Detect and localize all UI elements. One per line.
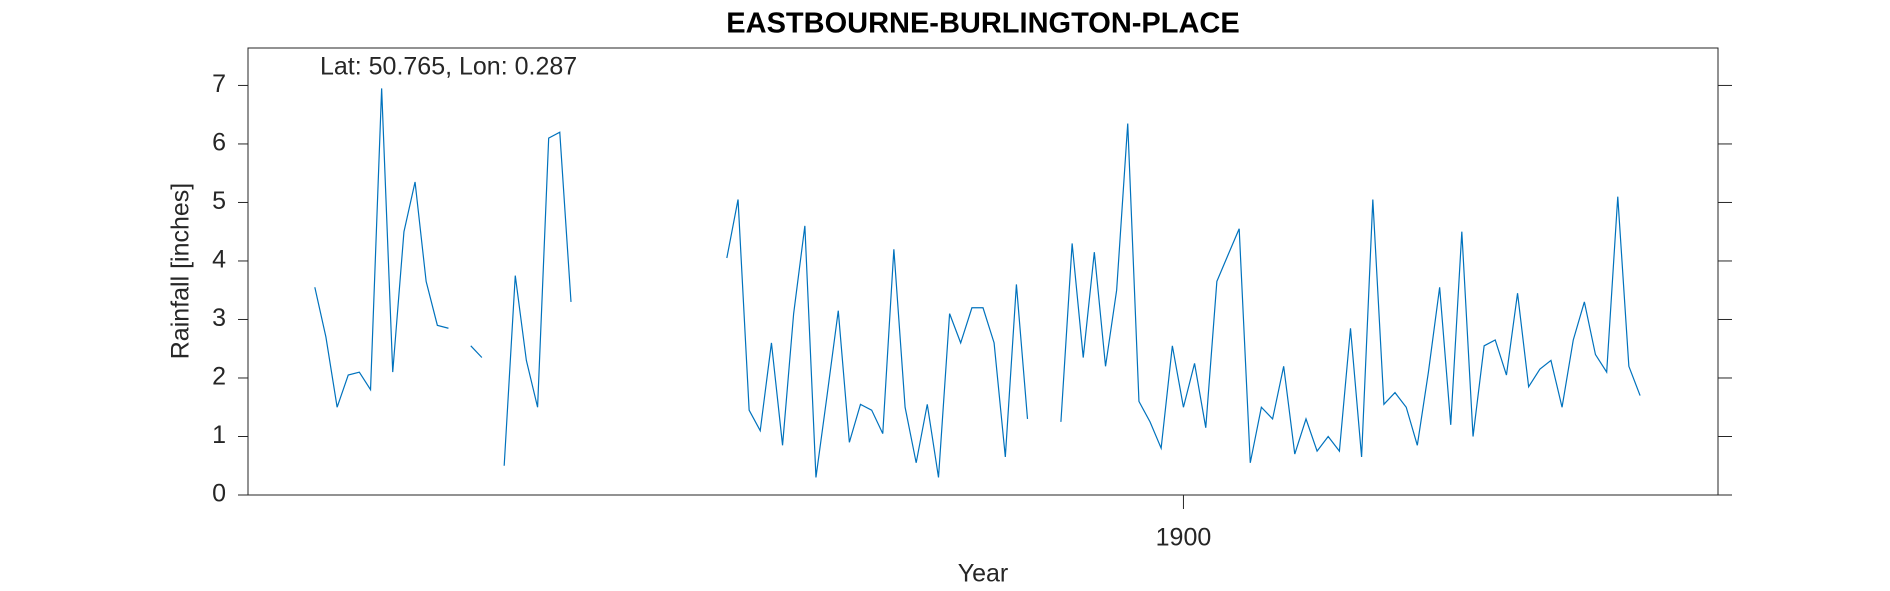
- x-tick-label: 1900: [1156, 524, 1212, 552]
- y-tick-label: 6: [212, 129, 226, 157]
- annotation: Lat: 50.765, Lon: 0.287: [320, 53, 577, 81]
- data-line: [314, 88, 1641, 478]
- y-tick-label: 1: [212, 421, 226, 449]
- y-tick-label: 4: [212, 246, 226, 274]
- x-axis-label: Year: [958, 560, 1009, 588]
- y-tick-label: 5: [212, 187, 226, 215]
- y-tick-label: 0: [212, 480, 226, 508]
- y-tick-label: 3: [212, 304, 226, 332]
- plot-box: [247, 47, 1719, 496]
- y-axis-label: Rainfall [inches]: [167, 183, 195, 359]
- y-tick-label: 7: [212, 70, 226, 98]
- y-tick-label: 2: [212, 363, 226, 391]
- chart-title: EASTBOURNE-BURLINGTON-PLACE: [726, 8, 1239, 40]
